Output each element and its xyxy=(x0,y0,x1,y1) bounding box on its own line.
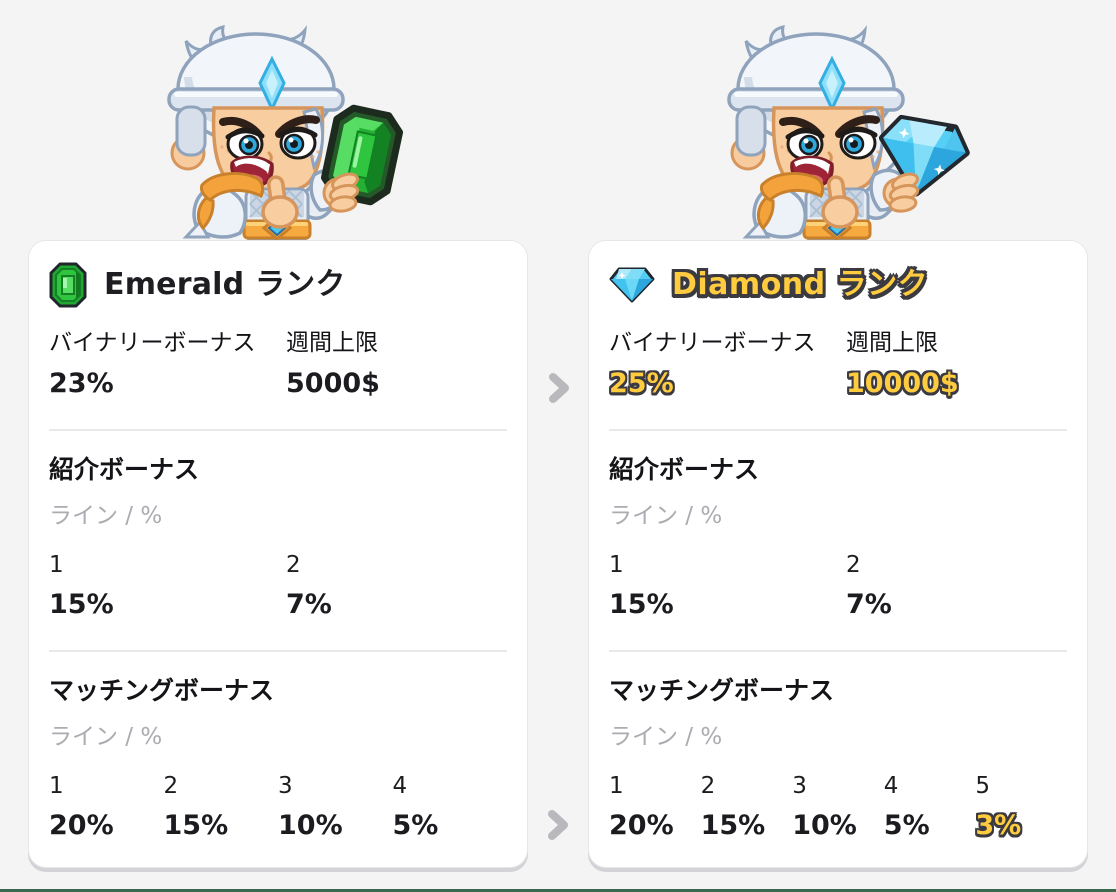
matching-line-number: 3 xyxy=(278,773,293,799)
matching-line-value: 3% xyxy=(975,810,1022,841)
matching-line-value: 5% xyxy=(883,810,930,841)
divider xyxy=(609,429,1067,431)
weekly-cap-value: 10000$ xyxy=(846,368,959,399)
referral-bonus-heading: 紹介ボーナス xyxy=(49,455,200,484)
rank-title: Diamond ランク xyxy=(672,267,929,302)
matching-lines-row: 1 2 3 4 xyxy=(49,772,507,801)
matching-line-value: 15% xyxy=(700,810,766,841)
binary-bonus-label: バイナリーボーナス xyxy=(49,330,256,356)
matching-sub-label: ライン / % xyxy=(609,724,723,750)
binary-bonus-labels: バイナリーボーナス 週間上限 xyxy=(49,329,507,358)
matching-values-row: 20% 15% 10% 5% 3% xyxy=(609,809,1067,843)
matching-sub-label: ライン / % xyxy=(49,724,163,750)
binary-bonus-value: 23% xyxy=(49,368,114,399)
chevron-right-icon[interactable] xyxy=(543,807,573,843)
referral-line-number: 1 xyxy=(49,552,64,578)
binary-bonus-label: バイナリーボーナス xyxy=(609,330,816,356)
referral-sub-label: ライン / % xyxy=(609,503,723,529)
referral-line-value: 15% xyxy=(609,589,674,620)
weekly-cap-value: 5000$ xyxy=(286,368,380,399)
matching-line-number: 1 xyxy=(609,773,624,799)
bottom-accent-bar xyxy=(0,889,1116,892)
referral-values-row: 15% 7% xyxy=(49,588,507,622)
matching-line-number: 3 xyxy=(792,773,807,799)
matching-line-value: 5% xyxy=(392,810,439,841)
referral-line-value: 7% xyxy=(286,589,332,620)
matching-line-value: 15% xyxy=(163,810,229,841)
matching-bonus-heading: マッチングボーナス xyxy=(49,676,275,705)
rank-title: Emerald ランク xyxy=(104,267,346,302)
chevron-right-icon[interactable] xyxy=(544,370,574,406)
referral-line-number: 2 xyxy=(846,552,861,578)
referral-bonus-heading: 紹介ボーナス xyxy=(609,455,760,484)
card-title-row: Diamond ランク xyxy=(609,261,1067,309)
emerald-icon xyxy=(49,262,87,308)
referral-lines-row: 1 2 xyxy=(609,551,1067,580)
referral-line-value: 15% xyxy=(49,589,114,620)
divider xyxy=(49,429,507,431)
binary-bonus-values: 23% 5000$ xyxy=(49,367,507,401)
referral-line-value: 7% xyxy=(846,589,892,620)
divider xyxy=(49,650,507,652)
knight-diamond-illustration xyxy=(726,25,970,240)
matching-values-row: 20% 15% 10% 5% xyxy=(49,809,507,843)
matching-line-value: 10% xyxy=(792,810,857,841)
matching-line-number: 4 xyxy=(392,773,408,799)
divider xyxy=(609,650,1067,652)
binary-bonus-labels: バイナリーボーナス 週間上限 xyxy=(609,329,1067,358)
referral-line-number: 2 xyxy=(286,552,301,578)
card-title-row: Emerald ランク xyxy=(49,261,507,309)
matching-line-value: 20% xyxy=(49,810,114,841)
diamond-rank-card: Diamond ランク バイナリーボーナス 週間上限 25% 10000$ 紹介… xyxy=(588,240,1088,868)
knight-emerald-illustration xyxy=(166,25,404,240)
weekly-cap-label: 週間上限 xyxy=(286,330,378,356)
matching-bonus-heading: マッチングボーナス xyxy=(609,676,835,705)
matching-line-value: 20% xyxy=(609,810,674,841)
emerald-rank-card: Emerald ランク バイナリーボーナス 週間上限 23% 5000$ 紹介ボ… xyxy=(28,240,528,868)
matching-line-number: 5 xyxy=(975,773,991,799)
referral-values-row: 15% 7% xyxy=(609,588,1067,622)
diamond-column: Diamond ランク バイナリーボーナス 週間上限 25% 10000$ 紹介… xyxy=(588,0,1088,880)
matching-line-number: 1 xyxy=(49,773,64,799)
matching-line-value: 10% xyxy=(278,810,343,841)
referral-sub-label: ライン / % xyxy=(49,503,163,529)
emerald-column: Emerald ランク バイナリーボーナス 週間上限 23% 5000$ 紹介ボ… xyxy=(28,0,528,880)
referral-lines-row: 1 2 xyxy=(49,551,507,580)
matching-lines-row: 1 2 3 4 5 xyxy=(609,772,1067,801)
matching-line-number: 2 xyxy=(700,773,716,799)
matching-line-number: 2 xyxy=(163,773,179,799)
binary-bonus-value: 25% xyxy=(609,368,674,399)
diamond-icon xyxy=(609,267,655,303)
weekly-cap-label: 週間上限 xyxy=(846,330,938,356)
binary-bonus-values: 25% 10000$ xyxy=(609,367,1067,401)
matching-line-number: 4 xyxy=(883,773,899,799)
referral-line-number: 1 xyxy=(609,552,624,578)
